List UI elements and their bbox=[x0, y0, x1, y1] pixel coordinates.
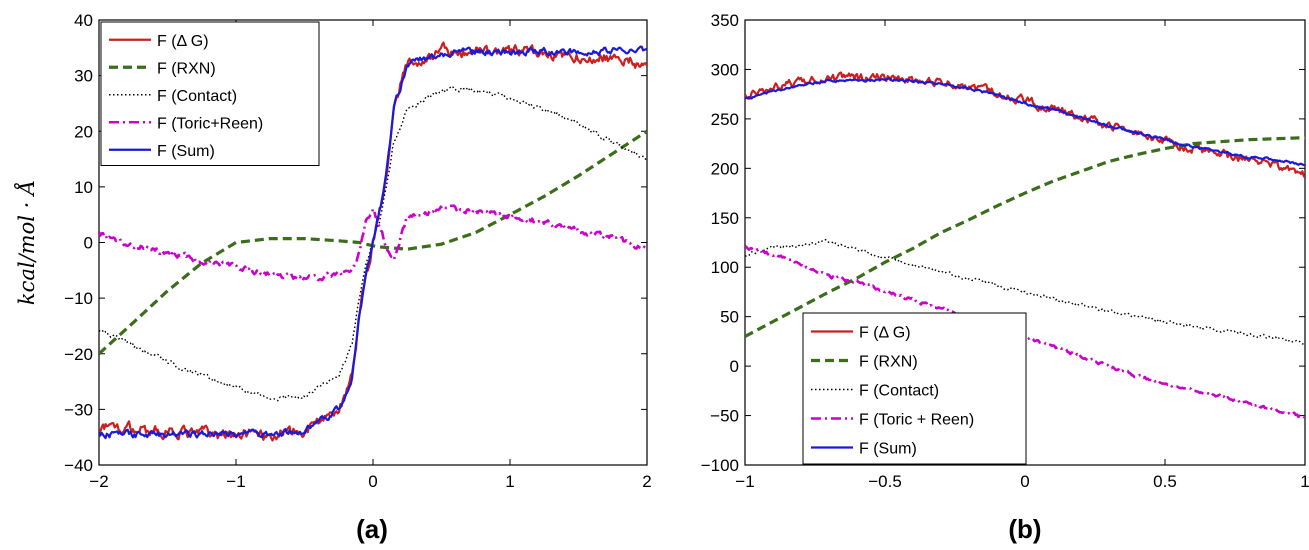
series-line-f-g bbox=[745, 71, 1305, 179]
x-tick-label: 1 bbox=[1300, 472, 1309, 491]
legend: F (Δ G) F (RXN) F (Contact) F (Toric+Reen) F… bbox=[100, 21, 320, 166]
legend-label: F (Toric + Reen) bbox=[859, 412, 974, 429]
y-axis-label: kcal/mol · Å bbox=[14, 180, 39, 305]
x-tick-label: 0.5 bbox=[1153, 472, 1177, 491]
legend-label: F (Contact) bbox=[859, 383, 939, 400]
y-tick-label: 30 bbox=[74, 67, 93, 86]
chart-panel-b: −1 −0.5 0 0.5 1 350 300 250 200 150 100 50 0 −50 −100 F… bbox=[701, 11, 1309, 491]
series-line-f-contact bbox=[99, 85, 647, 402]
y-tick-label: 150 bbox=[711, 209, 739, 228]
legend-label: F (Contact) bbox=[157, 88, 237, 105]
legend-box bbox=[100, 21, 320, 166]
y-tick-label: −10 bbox=[64, 289, 93, 308]
legend: F (Δ G) F (RXN) F (Contact) F (Toric + Reen… bbox=[802, 312, 1027, 465]
series-line-f-sum bbox=[99, 45, 647, 440]
y-tick-label: 10 bbox=[74, 178, 93, 197]
y-tick-label: −20 bbox=[64, 345, 93, 364]
y-tick-label: 300 bbox=[711, 60, 739, 79]
legend-label: F (Δ G) bbox=[157, 33, 209, 50]
legend-label: F (Sum) bbox=[859, 441, 917, 458]
y-tick-label: 0 bbox=[84, 234, 93, 253]
x-tick-label: −2 bbox=[89, 472, 108, 491]
series-line-f-sum bbox=[745, 77, 1305, 167]
series-line-f-rxn bbox=[745, 136, 1305, 338]
legend-label: F (RXN) bbox=[859, 354, 918, 371]
series-group bbox=[99, 41, 647, 442]
y-tick-label: −100 bbox=[701, 456, 739, 475]
series-line-f-toric-reen bbox=[99, 204, 647, 283]
legend-label: F (Toric+Reen) bbox=[157, 115, 263, 132]
legend-label: F (RXN) bbox=[157, 60, 216, 77]
x-tick-label: −1 bbox=[226, 472, 245, 491]
legend-label: F (Sum) bbox=[157, 143, 215, 160]
panel-label-a: (a) bbox=[356, 514, 388, 544]
y-tick-label: 0 bbox=[730, 357, 739, 376]
y-tick-label: 350 bbox=[711, 11, 739, 30]
legend-label: F (Δ G) bbox=[859, 325, 911, 342]
x-tick-label: −1 bbox=[735, 472, 754, 491]
y-tick-label: 20 bbox=[74, 122, 93, 141]
y-tick-label: 200 bbox=[711, 159, 739, 178]
panel-label-b: (b) bbox=[1008, 514, 1041, 544]
legend-box bbox=[802, 312, 1027, 465]
y-tick-label: 50 bbox=[720, 308, 739, 327]
x-tick-label: −0.5 bbox=[868, 472, 902, 491]
y-tick-label: −40 bbox=[64, 456, 93, 475]
x-tick-label: 2 bbox=[642, 472, 651, 491]
y-tick-label: 40 bbox=[74, 11, 93, 30]
y-tick-label: 100 bbox=[711, 258, 739, 277]
y-tick-label: 250 bbox=[711, 110, 739, 129]
x-tick-label: 0 bbox=[1020, 472, 1029, 491]
series-line-f-contact bbox=[745, 238, 1305, 345]
y-tick-label: −50 bbox=[710, 407, 739, 426]
x-tick-label: 0 bbox=[368, 472, 377, 491]
x-tick-label: 1 bbox=[505, 472, 514, 491]
y-tick-label: −30 bbox=[64, 400, 93, 419]
